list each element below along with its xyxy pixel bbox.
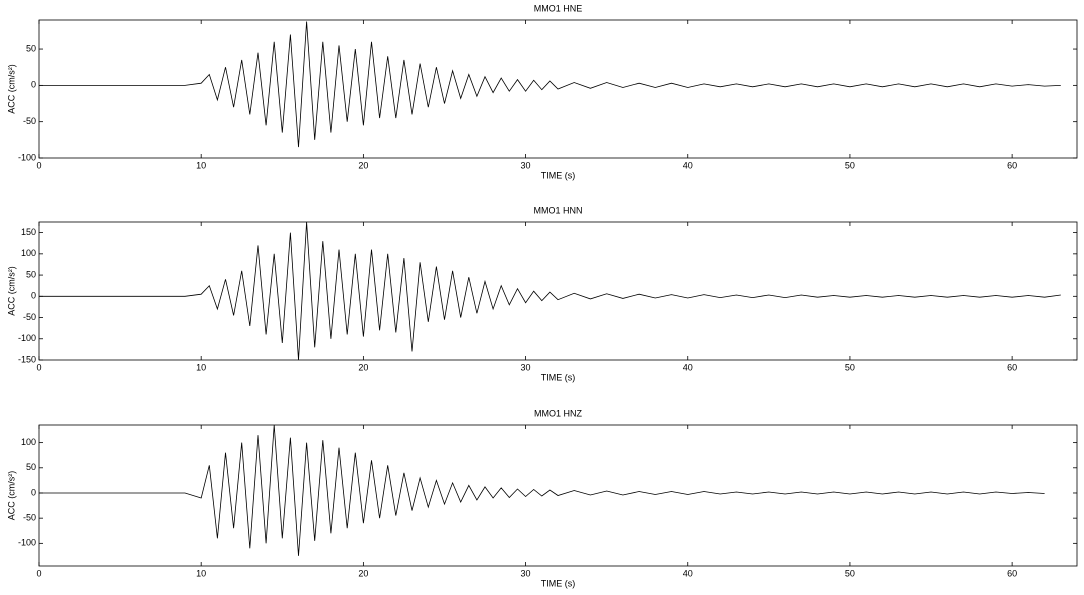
y-tick-label: 50 (26, 462, 36, 472)
y-tick-label: -50 (23, 513, 36, 523)
y-tick-label: -50 (23, 312, 36, 322)
x-tick-label: 0 (36, 362, 41, 372)
y-tick-label: 0 (31, 291, 36, 301)
x-tick-label: 30 (521, 568, 531, 578)
plot-frame (38, 19, 1078, 159)
y-tick-label: -100 (18, 538, 36, 548)
y-tick-label: -100 (18, 152, 36, 162)
x-tick-label: 10 (196, 568, 206, 578)
y-tick-label: 100 (21, 437, 36, 447)
y-tick-label: 150 (21, 227, 36, 237)
x-tick-label: 0 (36, 568, 41, 578)
x-tick-label: 60 (1007, 568, 1017, 578)
plot-frame (38, 424, 1078, 567)
plot-frame (38, 221, 1078, 361)
waveform (39, 424, 1045, 556)
x-tick-label: 40 (683, 362, 693, 372)
waveform (39, 221, 1061, 361)
chart-title: MMO1 HNN (534, 205, 583, 215)
y-tick-label: -50 (23, 116, 36, 126)
x-tick-label: 60 (1007, 362, 1017, 372)
y-tick-label: -100 (18, 333, 36, 343)
y-tick-label: 0 (31, 487, 36, 497)
x-tick-label: 10 (196, 160, 206, 170)
y-tick-label: 50 (26, 43, 36, 53)
x-tick-label: 50 (845, 568, 855, 578)
x-tick-label: 30 (521, 362, 531, 372)
x-tick-label: 20 (358, 362, 368, 372)
waveform (39, 21, 1061, 148)
y-axis-label: ACC (cm/s²) (6, 266, 16, 316)
x-tick-label: 50 (845, 362, 855, 372)
y-tick-label: -150 (18, 354, 36, 364)
y-tick-label: 0 (31, 80, 36, 90)
x-axis-label: TIME (s) (541, 372, 576, 382)
x-axis-label: TIME (s) (541, 578, 576, 588)
y-tick-label: 100 (21, 248, 36, 258)
x-tick-label: 40 (683, 568, 693, 578)
x-tick-label: 60 (1007, 160, 1017, 170)
x-tick-label: 40 (683, 160, 693, 170)
x-tick-label: 50 (845, 160, 855, 170)
x-tick-label: 0 (36, 160, 41, 170)
x-axis-label: TIME (s) (541, 170, 576, 180)
y-tick-label: 50 (26, 269, 36, 279)
x-tick-label: 30 (521, 160, 531, 170)
chart-title: MMO1 HNE (534, 3, 583, 13)
x-tick-label: 20 (358, 160, 368, 170)
x-tick-label: 10 (196, 362, 206, 372)
y-axis-label: ACC (cm/s²) (6, 64, 16, 114)
chart-title: MMO1 HNZ (534, 408, 582, 418)
y-axis-label: ACC (cm/s²) (6, 471, 16, 521)
x-tick-label: 20 (358, 568, 368, 578)
